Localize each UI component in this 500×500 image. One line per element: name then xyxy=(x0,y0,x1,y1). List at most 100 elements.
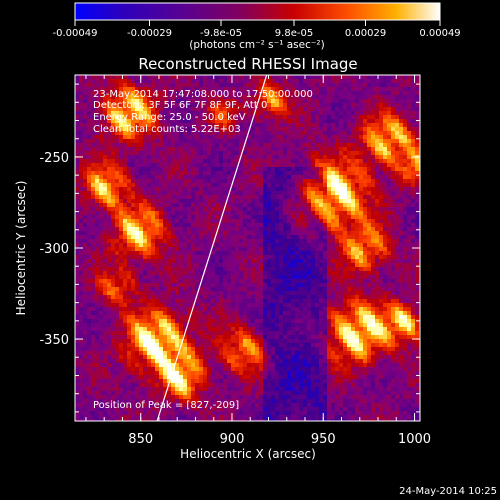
heatmap-cell xyxy=(283,111,287,115)
heatmap-cell xyxy=(275,151,279,155)
heatmap-cell xyxy=(295,195,299,199)
heatmap-cell xyxy=(271,111,275,115)
heatmap-cell xyxy=(223,279,227,283)
heatmap-cell xyxy=(263,183,267,187)
heatmap-cell xyxy=(303,167,307,171)
heatmap-cell xyxy=(367,139,371,143)
heatmap-cell xyxy=(295,111,299,115)
heatmap-cell xyxy=(303,287,307,291)
heatmap-cell xyxy=(327,191,331,195)
heatmap-cell xyxy=(219,115,223,119)
heatmap-cell xyxy=(135,91,139,95)
heatmap-cell xyxy=(359,75,363,79)
heatmap-cell xyxy=(339,83,343,87)
heatmap-cell xyxy=(219,75,223,79)
heatmap-cell xyxy=(183,291,187,295)
heatmap-cell xyxy=(103,91,107,95)
heatmap-cell xyxy=(343,159,347,163)
heatmap-cell xyxy=(279,191,283,195)
heatmap-cell xyxy=(103,175,107,179)
heatmap-cell xyxy=(287,143,291,147)
heatmap-cell xyxy=(79,299,83,303)
heatmap-cell xyxy=(215,91,219,95)
heatmap-cell xyxy=(215,271,219,275)
heatmap-cell xyxy=(307,151,311,155)
heatmap-cell xyxy=(107,231,111,235)
heatmap-cell xyxy=(91,203,95,207)
heatmap-cell xyxy=(219,195,223,199)
heatmap-cell xyxy=(91,115,95,119)
heatmap-cell xyxy=(191,135,195,139)
heatmap-cell xyxy=(123,155,127,159)
heatmap-cell xyxy=(183,247,187,251)
heatmap-cell xyxy=(135,143,139,147)
heatmap-cell xyxy=(159,207,163,211)
heatmap-cell xyxy=(239,291,243,295)
heatmap-cell xyxy=(355,159,359,163)
heatmap-cell xyxy=(263,191,267,195)
heatmap-cell xyxy=(339,203,343,207)
heatmap-cell xyxy=(263,111,267,115)
heatmap-cell xyxy=(123,247,127,251)
heatmap-cell xyxy=(199,175,203,179)
heatmap-cell xyxy=(299,283,303,287)
heatmap-cell xyxy=(403,207,407,211)
heatmap-cell xyxy=(191,79,195,83)
heatmap-cell xyxy=(239,215,243,219)
heatmap-cell xyxy=(127,263,131,267)
heatmap-cell xyxy=(203,243,207,247)
heatmap-cell xyxy=(163,287,167,291)
heatmap-cell xyxy=(319,215,323,219)
heatmap-cell xyxy=(303,139,307,143)
heatmap-cell xyxy=(107,83,111,87)
heatmap-cell xyxy=(143,247,147,251)
heatmap-cell xyxy=(215,299,219,303)
heatmap-cell xyxy=(279,271,283,275)
heatmap-cell xyxy=(151,191,155,195)
heatmap-cell xyxy=(103,119,107,123)
heatmap-cell xyxy=(119,107,123,111)
heatmap-cell xyxy=(303,295,307,299)
heatmap-cell xyxy=(91,275,95,279)
heatmap-cell xyxy=(411,239,415,243)
heatmap-cell xyxy=(275,215,279,219)
heatmap-cell xyxy=(103,79,107,83)
heatmap-cell xyxy=(351,127,355,131)
heatmap-cell xyxy=(231,131,235,135)
heatmap-cell xyxy=(291,299,295,303)
heatmap-cell xyxy=(327,151,331,155)
heatmap-cell xyxy=(295,291,299,295)
heatmap-cell xyxy=(167,191,171,195)
heatmap-cell xyxy=(223,235,227,239)
heatmap-cell xyxy=(375,291,379,295)
heatmap-cell xyxy=(391,255,395,259)
heatmap-cell xyxy=(339,111,343,115)
heatmap-cell xyxy=(283,243,287,247)
heatmap-cell xyxy=(367,199,371,203)
heatmap-cell xyxy=(331,219,335,223)
heatmap-cell xyxy=(347,203,351,207)
heatmap-cell xyxy=(179,291,183,295)
heatmap-cell xyxy=(415,75,419,79)
heatmap-cell xyxy=(179,251,183,255)
heatmap-cell xyxy=(279,263,283,267)
heatmap-cell xyxy=(147,259,151,263)
heatmap-cell xyxy=(359,251,363,255)
heatmap-cell xyxy=(219,287,223,291)
heatmap-cell xyxy=(407,119,411,123)
heatmap-cell xyxy=(239,179,243,183)
heatmap-cell xyxy=(131,175,135,179)
heatmap-cell xyxy=(367,91,371,95)
heatmap-cell xyxy=(203,87,207,91)
heatmap-cell xyxy=(415,215,419,219)
heatmap-cell xyxy=(235,111,239,115)
heatmap-cell xyxy=(119,111,123,115)
heatmap-cell xyxy=(287,259,291,263)
heatmap-cell xyxy=(99,79,103,83)
heatmap-cell xyxy=(139,263,143,267)
heatmap-cell xyxy=(375,287,379,291)
heatmap-cell xyxy=(163,139,167,143)
heatmap-cell xyxy=(263,139,267,143)
heatmap-cell xyxy=(151,183,155,187)
heatmap-cell xyxy=(391,219,395,223)
